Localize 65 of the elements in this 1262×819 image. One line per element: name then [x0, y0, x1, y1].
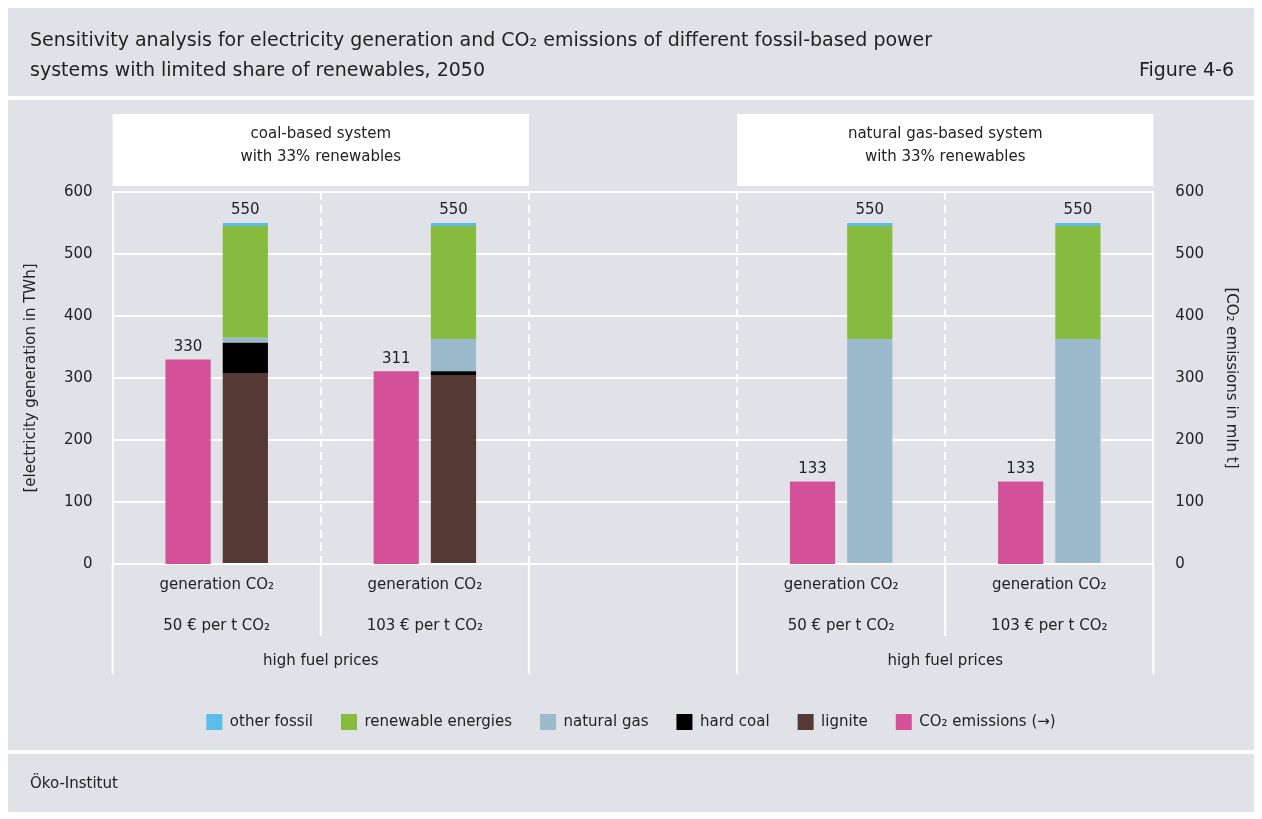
bar: [789, 481, 836, 564]
legend-label: renewable energies: [364, 711, 513, 730]
chart-subtitle: Figure 4-6: [1138, 57, 1234, 82]
text: Öko-Institut: [8, 750, 1254, 812]
total-label: 550: [1063, 200, 1093, 219]
bar: [1055, 223, 1101, 227]
y2-tick-label: 500: [1175, 243, 1205, 262]
total-label: 550: [231, 200, 260, 219]
legend-label: other fossil: [229, 711, 313, 730]
bar: [430, 226, 477, 339]
text: coal-based system with 33% renewables: [240, 123, 402, 165]
x-tick-label: generation CO₂: [367, 574, 483, 593]
bar: [165, 359, 211, 564]
bar: [847, 223, 893, 227]
data-label: 133: [798, 458, 827, 477]
text: high fuel prices: [887, 650, 1004, 669]
legend-label: natural gas: [563, 711, 649, 730]
text: 103 € per t CO₂: [991, 615, 1108, 634]
y-tick-label: 0: [83, 553, 93, 572]
legend-label: lignite: [821, 711, 868, 730]
bar: [430, 371, 477, 375]
bar: [1055, 226, 1101, 339]
y-tick-label: 400: [63, 305, 93, 324]
text: 50 € per t CO₂: [163, 615, 271, 634]
data-label: 311: [381, 348, 411, 367]
chart-title: Sensitivity analysis for electricity generation and CO₂ emissions of different fossil-based power systems with limited share of renewables, 2050: [30, 27, 934, 82]
bar: [847, 226, 893, 339]
x-tick-label: generation CO₂: [783, 574, 899, 593]
text: 50 € per t CO₂: [787, 615, 895, 634]
y2-tick-label: 600: [1175, 181, 1205, 200]
bar: [222, 223, 268, 227]
x-tick-label: generation CO₂: [991, 574, 1107, 593]
y-tick-label: 300: [63, 367, 93, 386]
bar: [373, 371, 419, 564]
bar: [998, 481, 1044, 564]
bar: [222, 337, 268, 343]
x-tick-label: generation CO₂: [159, 574, 275, 593]
bar: [430, 374, 477, 563]
bar: [222, 342, 268, 374]
bar: [847, 338, 893, 563]
total-label: 550: [439, 200, 468, 219]
data-label: 133: [1006, 458, 1035, 477]
text: 103 € per t CO₂: [366, 615, 484, 634]
y2-tick-label: 400: [1175, 305, 1205, 324]
y2-tick-label: 300: [1175, 367, 1205, 386]
y-tick-label: 100: [63, 491, 93, 510]
y-axis-title: [electricity generation in TWh]: [20, 263, 39, 493]
bar: [1055, 338, 1101, 563]
bar: [222, 373, 268, 563]
bar: [222, 226, 268, 338]
y-tick-label: 500: [63, 243, 93, 262]
text: high fuel prices: [262, 650, 379, 669]
total-label: 550: [855, 200, 885, 219]
data-label: 330: [173, 336, 203, 355]
y-tick-label: 200: [63, 429, 93, 448]
legend-label: CO₂ emissions (→): [919, 711, 1056, 730]
y2-tick-label: 100: [1175, 491, 1205, 510]
y2-tick-label: 0: [1175, 553, 1185, 572]
y2-axis-title: [CO₂ emissions in mln t]: [1223, 287, 1242, 469]
bar: [430, 338, 477, 372]
text: natural gas-based system with 33% renewables: [847, 123, 1043, 165]
bar: [430, 223, 477, 227]
legend-label: hard coal: [699, 711, 770, 730]
y-tick-label: 600: [63, 181, 93, 200]
y2-tick-label: 200: [1175, 429, 1205, 448]
